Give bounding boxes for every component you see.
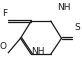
Text: F: F [2,9,7,18]
Text: NH: NH [57,3,71,12]
Text: O: O [0,42,7,51]
Text: S: S [74,23,80,32]
Text: NH: NH [32,47,45,56]
